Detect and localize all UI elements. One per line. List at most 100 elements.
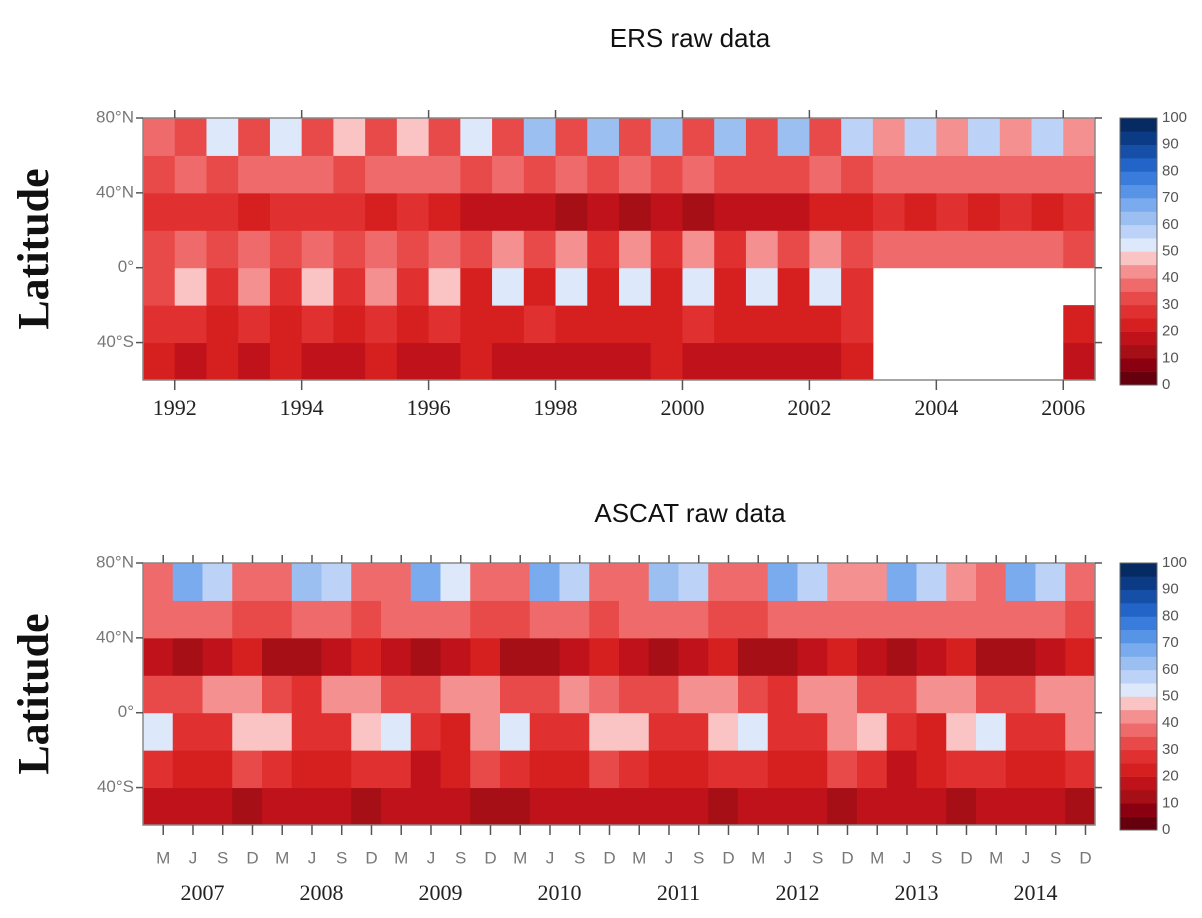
heatmap-cell <box>232 750 263 789</box>
heatmap-cell <box>206 155 239 194</box>
heatmap-cell <box>428 192 461 231</box>
heatmap-cell <box>333 342 366 381</box>
heatmap-cell <box>172 787 203 826</box>
heatmap-cell <box>232 712 263 751</box>
heatmap-cell <box>351 787 382 826</box>
colorbar-label: 70 <box>1162 634 1179 651</box>
heatmap-cell <box>678 787 709 826</box>
colorbar-label: 90 <box>1162 581 1179 598</box>
heatmap-cell <box>333 155 366 194</box>
heatmap-cell <box>777 342 810 381</box>
heatmap-cell <box>333 305 366 344</box>
heatmap-cell <box>206 267 239 306</box>
colorbar-frame <box>1119 562 1158 831</box>
heatmap-cell <box>492 267 525 306</box>
heatmap-cell <box>886 750 917 789</box>
heatmap-cell <box>946 787 977 826</box>
heatmap-cell <box>619 192 652 231</box>
x-tick-label: M <box>870 848 884 867</box>
heatmap-cell <box>619 118 652 156</box>
x-tick-label: 1992 <box>153 395 197 420</box>
colorbar-swatch <box>1120 576 1157 590</box>
heatmap-cell <box>767 563 798 601</box>
colorbar-swatch <box>1120 331 1157 346</box>
heatmap-cell <box>777 118 810 156</box>
heatmap-cell <box>946 563 977 601</box>
heatmap-cell <box>999 192 1033 231</box>
heatmap-cell <box>301 230 334 269</box>
heatmap-cell <box>886 675 917 714</box>
heatmap-cell <box>365 192 398 231</box>
heatmap-cell <box>745 230 779 269</box>
heatmap-cell <box>143 600 174 639</box>
heatmap-cell <box>470 712 501 751</box>
colorbar-label: 60 <box>1162 216 1179 233</box>
heatmap-cell <box>381 563 412 601</box>
heatmap-cell <box>1065 563 1096 601</box>
colorbar-label: 50 <box>1162 242 1179 259</box>
colorbar-swatch <box>1120 629 1157 644</box>
heatmap-cell <box>797 637 828 676</box>
heatmap-cell <box>291 600 322 639</box>
heatmap-cell <box>619 600 650 639</box>
heatmap-cell <box>827 600 858 639</box>
heatmap-cell <box>202 675 233 714</box>
heatmap-cell <box>523 342 557 381</box>
heatmap-cell <box>916 637 947 676</box>
heatmap-cell <box>1035 675 1066 714</box>
colorbar-swatch <box>1120 118 1157 132</box>
heatmap-cell <box>172 600 203 639</box>
heatmap-cell <box>1005 675 1036 714</box>
colorbar-swatch <box>1120 816 1157 831</box>
heatmap-cell <box>809 230 842 269</box>
heatmap-cell <box>500 750 531 789</box>
heatmap-cell <box>682 230 715 269</box>
heatmap-cell <box>619 342 652 381</box>
heatmap-cell <box>172 675 203 714</box>
heatmap-cell <box>968 118 1001 156</box>
heatmap-cell <box>946 712 977 751</box>
heatmap-cell <box>619 155 652 194</box>
heatmap-cell <box>976 600 1007 639</box>
heatmap-cell <box>172 750 203 789</box>
heatmap-cell <box>738 675 769 714</box>
heatmap-cell <box>1005 600 1036 639</box>
x-tick-label: D <box>960 848 972 867</box>
heatmap-cell <box>529 563 560 601</box>
chart-title: ASCAT raw data <box>594 498 786 528</box>
heatmap-cell <box>559 563 590 601</box>
heatmap-cell <box>440 600 471 639</box>
heatmap-cell <box>381 787 412 826</box>
heatmap-cell <box>809 192 842 231</box>
heatmap-cell <box>872 155 906 194</box>
heatmap-cell <box>827 675 858 714</box>
heatmap-cell <box>738 563 769 601</box>
heatmap-cell <box>301 118 334 156</box>
heatmap-cell <box>619 675 650 714</box>
heatmap-cell <box>428 342 461 381</box>
heatmap-cell <box>143 305 176 344</box>
heatmap-cell <box>381 712 412 751</box>
colorbar-swatch <box>1120 304 1157 319</box>
heatmap-cell <box>619 305 652 344</box>
colorbar-swatch <box>1120 563 1157 577</box>
heatmap-cell <box>143 155 176 194</box>
heatmap-cell <box>428 267 461 306</box>
heatmap-cell <box>1005 563 1036 601</box>
heatmap-cell <box>589 712 620 751</box>
heatmap-cell <box>206 342 239 381</box>
heatmap-cell <box>767 637 798 676</box>
heatmap-cell <box>1065 675 1096 714</box>
heatmap-cell <box>410 787 441 826</box>
x-tick-label: 1994 <box>280 395 324 420</box>
heatmap-cell <box>976 750 1007 789</box>
heatmap-cell <box>262 712 293 751</box>
heatmap-cell <box>1065 787 1096 826</box>
x-tick-label: D <box>246 848 258 867</box>
heatmap-cell <box>365 267 398 306</box>
heatmap-cell <box>708 712 739 751</box>
year-label: 2012 <box>776 880 820 905</box>
heatmap-cell <box>500 675 531 714</box>
heatmap-cell <box>619 267 652 306</box>
x-tick-label: 1998 <box>534 395 578 420</box>
